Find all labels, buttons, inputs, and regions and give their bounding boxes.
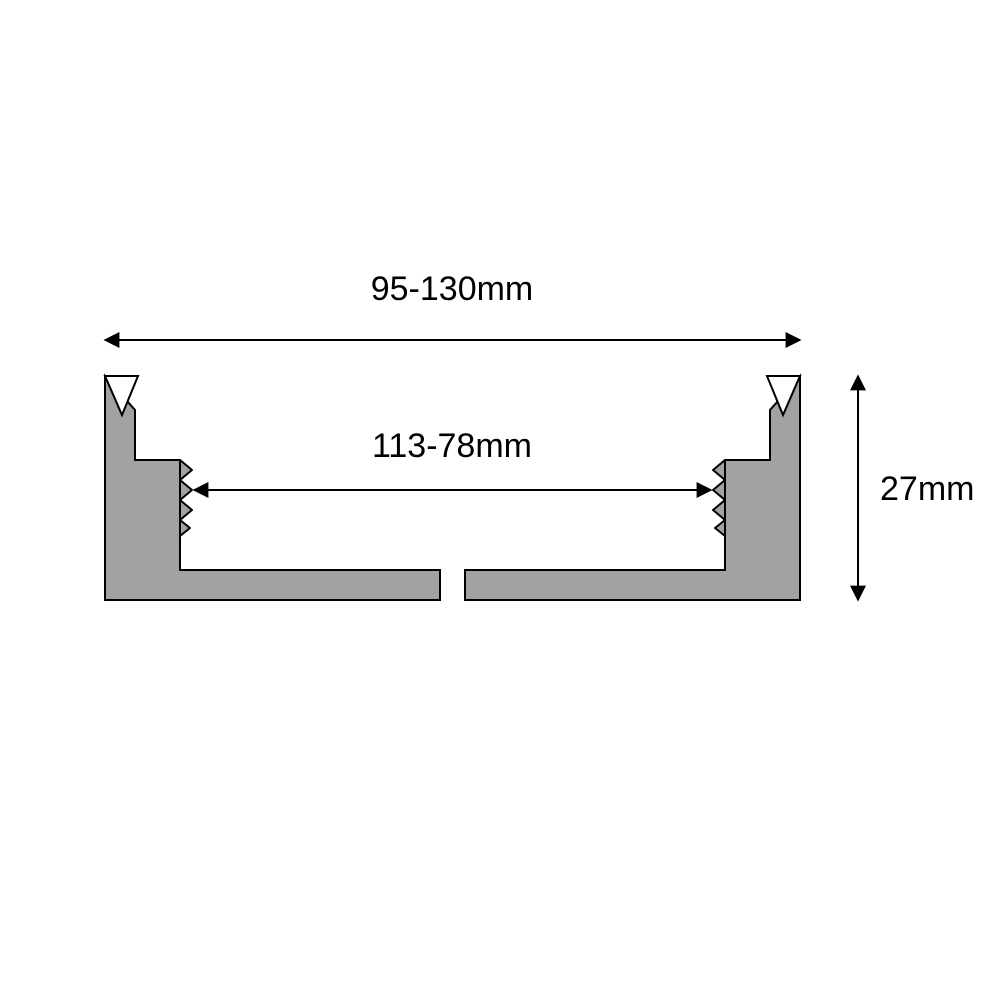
dimension-middle: 113-78mm <box>194 427 711 490</box>
profile-left-body <box>105 376 440 600</box>
profile-right-body <box>465 376 800 600</box>
profile-left-tooth-3 <box>180 520 190 536</box>
profile-left-tooth-2 <box>180 500 192 520</box>
technical-drawing: 95-130mm 113-78mm 27mm <box>0 0 1000 1000</box>
profile-left <box>105 376 440 600</box>
profile-right-tooth-0 <box>713 460 725 480</box>
dim-middle-label: 113-78mm <box>372 427 532 465</box>
profile-right <box>465 376 800 600</box>
profile-right-tooth-2 <box>713 500 725 520</box>
profile-left-tooth-1 <box>180 480 192 500</box>
dimension-height: 27mm <box>858 376 974 600</box>
profile-left-tooth-0 <box>180 460 192 480</box>
profile-right-tooth-1 <box>713 480 725 500</box>
dimension-top: 95-130mm <box>105 270 800 340</box>
dim-height-label: 27mm <box>880 470 974 508</box>
dim-top-label: 95-130mm <box>371 270 534 308</box>
profile-right-tooth-3 <box>715 520 725 536</box>
